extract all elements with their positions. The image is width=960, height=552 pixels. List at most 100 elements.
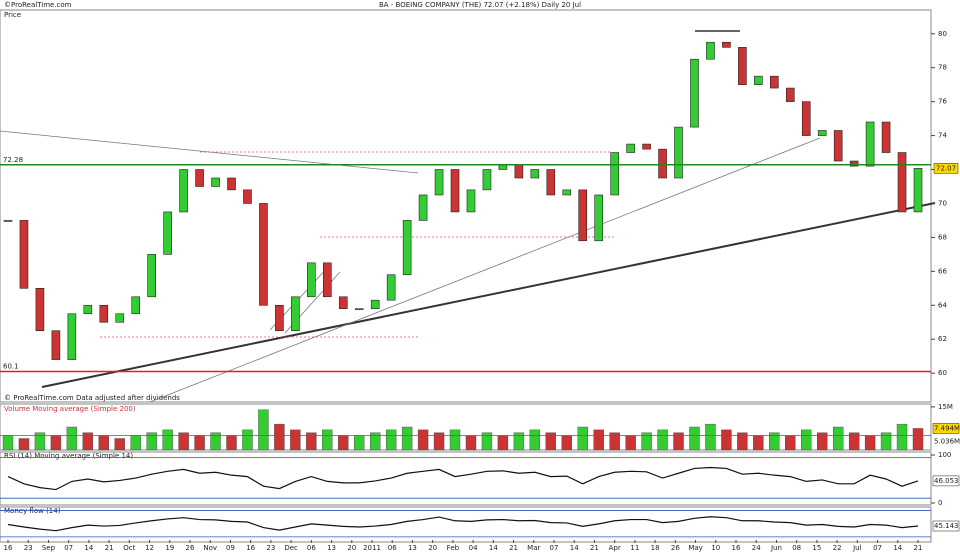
candle <box>211 177 220 187</box>
volume-bar <box>769 432 780 451</box>
candle <box>594 194 604 242</box>
y-tick-label: 66 <box>938 267 947 275</box>
volume-bar <box>66 426 78 451</box>
x-tick-label: 26 <box>186 544 195 552</box>
candle <box>881 121 891 153</box>
volume-bar <box>561 435 572 451</box>
candle <box>434 169 444 196</box>
rsi-title: RSI (14) Moving average (Simple 14) <box>4 452 133 460</box>
chart-title: BA - BOEING COMPANY (THE) 72.07 (+2.18%)… <box>379 1 581 9</box>
volume-bar <box>194 435 205 451</box>
candle <box>291 296 300 332</box>
candle <box>817 130 827 136</box>
x-tick-label: 16 <box>4 544 13 552</box>
y-label: Price <box>4 11 21 19</box>
average-label: 5.036M <box>934 438 960 446</box>
volume-bar <box>417 429 429 451</box>
x-tick-label: 18 <box>651 544 660 552</box>
volume-bar <box>401 426 413 451</box>
candle <box>3 220 13 222</box>
volume-bar <box>801 429 812 451</box>
volume-bar <box>338 435 349 451</box>
candle <box>466 189 476 213</box>
volume-bar <box>322 429 333 451</box>
last-value-box <box>932 475 960 487</box>
y-tick-label: 78 <box>938 64 947 72</box>
x-tick-label: 21 <box>105 544 114 552</box>
x-tick-label: May <box>688 544 702 552</box>
x-tick-label: 22 <box>833 544 842 552</box>
volume-bar <box>2 435 14 451</box>
x-tick-label: Jun <box>770 544 782 552</box>
note: © ProRealTime.com Data adjusted after di… <box>4 394 180 402</box>
volume-bar <box>18 438 30 451</box>
volume-bar <box>274 423 285 451</box>
x-tick-label: Feb <box>447 544 460 552</box>
x-tick-label: 11 <box>630 544 639 552</box>
volume-bar <box>609 432 620 451</box>
x-tick-label: 21 <box>590 544 599 552</box>
candle <box>83 304 93 315</box>
volume-bar <box>625 435 636 451</box>
candle <box>179 169 188 213</box>
level-label: 60.1 <box>3 362 19 370</box>
x-tick-label: 14 <box>893 544 902 552</box>
candle <box>626 143 635 153</box>
indicator-line <box>7 466 919 491</box>
volume-bar <box>641 432 652 451</box>
price-frame <box>0 9 932 403</box>
x-tick-label: 09 <box>226 544 235 552</box>
volume-bar <box>785 435 796 451</box>
indicator-line <box>7 516 919 532</box>
volume-bar <box>98 435 109 451</box>
level-label: 72.28 <box>3 156 23 164</box>
y-tick-label: 62 <box>938 335 947 343</box>
volume-frame <box>0 403 932 451</box>
volume-bar <box>689 426 700 451</box>
x-tick-label: 19 <box>165 544 174 552</box>
candle <box>227 177 236 191</box>
x-tick-label: Oct <box>123 544 135 552</box>
x-tick-label: 07 <box>873 544 882 552</box>
volume-bar <box>497 435 509 451</box>
x-tick-label: Sep <box>42 544 56 552</box>
x-tick-label: 20 <box>428 544 437 552</box>
y-tick-label: 76 <box>938 98 947 106</box>
x-tick-label: 10 <box>711 544 720 552</box>
last-price-label: 72.07 <box>936 164 956 172</box>
candle <box>99 304 109 323</box>
candle <box>19 220 29 289</box>
x-tick-label: 23 <box>24 544 33 552</box>
candle <box>402 220 412 276</box>
candle <box>833 130 843 162</box>
x-tick-label: 06 <box>388 544 397 552</box>
volume-bar <box>705 423 716 451</box>
volume-bar <box>258 409 269 451</box>
y-tick-label: 64 <box>938 301 947 309</box>
trendlines <box>0 30 936 403</box>
x-tick-label: 14 <box>84 544 93 552</box>
volume-bar <box>593 429 604 451</box>
x-tick-label: 16 <box>246 544 255 552</box>
candle <box>275 304 284 332</box>
y-tick-label: 60 <box>938 369 947 377</box>
x-tick-label: 21 <box>914 544 923 552</box>
x-tick-label: 13 <box>327 544 336 552</box>
x-tick-label: 07 <box>550 544 559 552</box>
volume-bar <box>114 438 125 451</box>
candle <box>642 143 651 150</box>
x-tick-label: Nov <box>203 544 217 552</box>
candle <box>338 296 348 309</box>
volume-bar <box>817 432 828 451</box>
x-tick-label: 04 <box>469 544 478 552</box>
candle <box>322 262 332 298</box>
x-tick-label: Apr <box>609 544 621 552</box>
volume-bar <box>354 435 365 451</box>
candle <box>754 75 763 85</box>
volume-bar <box>82 432 94 451</box>
volume-bar <box>657 429 668 451</box>
candle <box>610 152 619 196</box>
x-tick-label: 15 <box>812 544 821 552</box>
volume-bar <box>242 429 253 451</box>
